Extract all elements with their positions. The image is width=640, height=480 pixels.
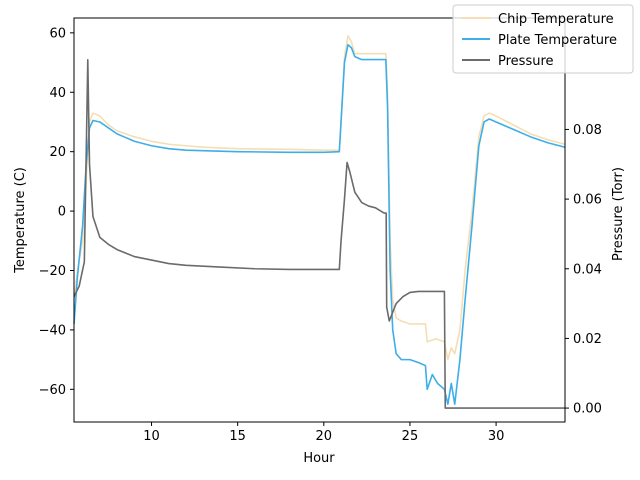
y-left-tick-label: 40 — [49, 86, 66, 101]
y-axis-left-title: Temperature (C) — [13, 167, 28, 274]
x-tick-label: 20 — [316, 429, 333, 444]
y-axis-left: −60 −40 −20 0 20 40 60 — [39, 26, 74, 398]
y-left-tick-label: −20 — [39, 264, 66, 279]
series-layer — [73, 35, 566, 409]
y-axis-right-title: Pressure (Torr) — [611, 167, 626, 261]
x-tick-label: 15 — [229, 429, 246, 444]
x-axis-title: Hour — [303, 451, 335, 466]
y-right-tick-label: 0.02 — [573, 332, 602, 347]
y-right-tick-label: 0.04 — [573, 262, 602, 277]
y-left-tick-label: 0 — [58, 205, 66, 220]
x-tick-label: 10 — [143, 429, 160, 444]
series-line-pressure — [73, 58, 565, 409]
legend-box — [452, 4, 634, 74]
legend-label-plate-temperature: Plate Temperature — [498, 33, 617, 48]
plot-frame — [73, 17, 566, 423]
x-tick-label: 25 — [402, 429, 419, 444]
y-left-tick-label: −60 — [39, 383, 66, 398]
y-right-tick-label: 0.00 — [573, 402, 602, 417]
y-right-tick-label: 0.06 — [573, 193, 602, 208]
y-left-tick-label: 60 — [49, 26, 66, 41]
y-right-tick-label: 0.08 — [573, 123, 602, 138]
y-left-tick-label: 20 — [49, 145, 66, 160]
y-axis-right: 0.00 0.02 0.04 0.06 0.08 — [565, 123, 602, 417]
x-tick-label: 30 — [488, 429, 505, 444]
legend-label-pressure: Pressure — [498, 54, 554, 69]
legend-label-chip-temperature: Chip Temperature — [498, 12, 614, 27]
plot-area — [74, 18, 565, 422]
y-left-tick-label: −40 — [39, 323, 66, 338]
series-line-chip-temperature — [73, 35, 566, 361]
series-line-plate-temperature — [73, 43, 566, 405]
legend: Chip Temperature Plate Temperature Press… — [452, 4, 634, 74]
x-axis: 10 15 20 25 30 — [143, 422, 504, 444]
